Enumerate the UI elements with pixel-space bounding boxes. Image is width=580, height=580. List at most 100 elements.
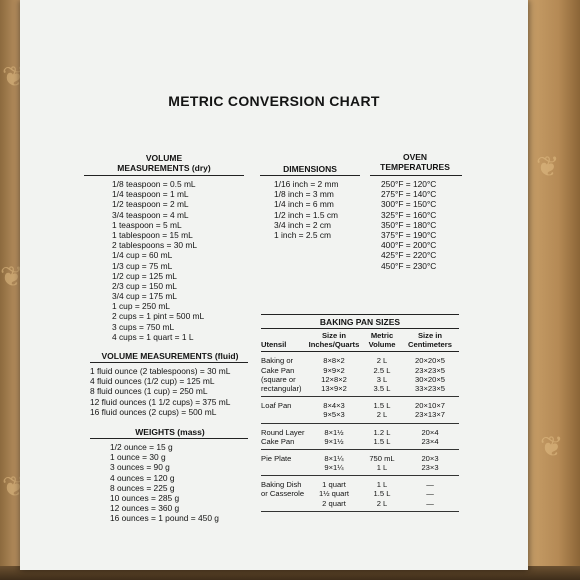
list-item: 275°F = 140°C: [381, 189, 437, 200]
pan-cm-cell: 20×10×7 23×13×7: [401, 397, 459, 422]
list-item: 1 inch = 2.5 cm: [274, 229, 332, 240]
table-header-row: Utensil Size in Inches/Quarts Metric Volum…: [261, 331, 459, 349]
list-item: 1/2 teaspoon = 2 mL: [112, 199, 189, 210]
weights-heading: WEIGHTS (mass): [135, 427, 205, 437]
volume-dry-heading-line1: VOLUME: [145, 153, 183, 163]
pan-size-cell: 1 quart 1½ quart 2 quart: [305, 476, 363, 510]
dimensions-heading: DIMENSIONS: [283, 164, 337, 174]
col-header-metric-volume: Metric Volume: [368, 331, 396, 350]
page-title: METRIC CONVERSION CHART: [168, 93, 380, 109]
divider: [84, 175, 244, 176]
list-item: 2 tablespoons = 30 mL: [112, 240, 197, 251]
list-item: 2/3 cup = 150 mL: [112, 280, 177, 291]
pan-utensil-cell: Baking Dish or Casserole: [261, 476, 305, 510]
pan-metric-cell: 1.2 L 1.5 L: [363, 423, 401, 448]
list-item: 1/3 cup = 75 mL: [112, 260, 173, 271]
list-item: 325°F = 160°C: [381, 209, 437, 220]
list-item: 1/2 cup = 125 mL: [112, 270, 177, 281]
list-item: 350°F = 180°C: [381, 219, 437, 230]
table-cell-line: 1.5 L: [373, 436, 391, 446]
baking-pan-table: Utensil Size in Inches/Quarts Metric Volum…: [261, 331, 459, 512]
table-cell-line: 9×1½: [324, 436, 344, 446]
list-item: 10 ounces = 285 g: [110, 492, 180, 503]
pan-utensil-cell: Round Layer Cake Pan: [261, 423, 305, 448]
pan-cm-cell: 20×20×5 23×23×5 30×20×5 33×23×5: [401, 352, 459, 395]
table-cell-line: 2 L: [376, 356, 388, 366]
pan-utensil-cell: Baking or Cake Pan (square or rectangular): [261, 352, 305, 395]
list-item: 8 ounces = 225 g: [110, 482, 175, 493]
table-cell-line: rectangular): [261, 383, 302, 393]
table-cell-line: 9×5×3: [323, 410, 345, 420]
table-row: Round Layer Cake Pan 8×1½ 9×1½ 1.2 L 1.5 L 20×…: [261, 423, 459, 448]
list-item: 300°F = 150°C: [381, 199, 437, 210]
countertop-right: [526, 0, 580, 580]
leaf-decoration-icon: ❦: [536, 150, 560, 183]
table-cell-line: 12×8×2: [321, 374, 347, 384]
list-item: 2 cups = 1 pint = 500 mL: [112, 311, 205, 322]
table-cell-line: 9×1¼: [324, 463, 344, 473]
table-cell-line: 2 L: [376, 410, 388, 420]
divider: [261, 328, 459, 329]
list-item: 1 cup = 250 mL: [112, 301, 170, 312]
row-divider: [261, 509, 459, 512]
table-cell-line: 23×23×5: [415, 365, 445, 375]
table-cell-line: 23×3: [421, 463, 439, 473]
volume-dry-list: 1/8 teaspoon = 0.5 mL 1/4 teaspoon = 1 mL…: [112, 179, 204, 342]
list-item: 4 ounces = 120 g: [110, 472, 175, 483]
table-cell-line: 1½ quart: [319, 489, 349, 499]
leaf-decoration-icon: ❦: [2, 60, 26, 93]
volume-fluid-heading: VOLUME MEASUREMENTS (fluid): [101, 351, 239, 361]
table-cell-line: 23×4: [421, 436, 439, 446]
table-row: Baking Dish or Casserole 1 quart 1½ quart 2 …: [261, 476, 459, 510]
table-cell-line: 1.5 L: [373, 489, 391, 499]
divider: [260, 175, 360, 176]
table-cell-line: 1.2 L: [373, 427, 391, 437]
pan-utensil-cell: Pie Plate: [261, 449, 305, 474]
list-item: 3/4 cup = 175 mL: [112, 291, 177, 302]
table-cell-line: 1 quart: [322, 480, 346, 490]
pan-metric-cell: 750 mL 1 L: [363, 449, 401, 474]
table-cell-line: 750 mL: [369, 453, 395, 463]
divider: [90, 438, 248, 439]
table-cell-line: 33×23×5: [415, 383, 445, 393]
list-item: 1/4 teaspoon = 1 mL: [112, 189, 189, 200]
table-cell-line: —: [426, 498, 434, 508]
table-cell-line: 20×4: [421, 427, 439, 437]
table-cell-line: (square or: [261, 374, 296, 384]
oven-heading: OVEN TEMPERATURES: [370, 152, 460, 172]
table-cell-line: Baking or: [261, 356, 294, 366]
list-item: 1 fluid ounce (2 tablespoons) = 30 mL: [90, 366, 231, 376]
volume-fluid-list: 1 fluid ounce (2 tablespoons) = 30 mL 4 f…: [90, 366, 230, 417]
conversion-card: METRIC CONVERSION CHART VOLUME MEASUREME…: [20, 0, 528, 570]
list-item: 1/4 inch = 6 mm: [274, 199, 334, 210]
pan-size-cell: 8×1½ 9×1½: [305, 423, 363, 448]
volume-dry-heading-line2: MEASUREMENTS (dry): [117, 163, 211, 173]
list-item: 3/4 teaspoon = 4 mL: [112, 209, 189, 220]
pan-cm-cell: — — —: [401, 476, 459, 510]
table-cell-line: Cake Pan: [261, 365, 295, 375]
table-cell-line: —: [426, 489, 434, 499]
pan-size-cell: 8×4×3 9×5×3: [305, 397, 363, 422]
divider: [261, 314, 459, 315]
list-item: 3 ounces = 90 g: [110, 462, 170, 473]
table-row: Baking or Cake Pan (square or rectangular) 8…: [261, 352, 459, 395]
list-item: 1 ounce = 30 g: [110, 452, 166, 463]
list-item: 1/2 ounce = 15 g: [110, 442, 173, 452]
table-cell-line: 20×10×7: [415, 401, 445, 411]
list-item: 1/4 cup = 60 mL: [112, 250, 173, 261]
pan-cm-cell: 20×4 23×4: [401, 423, 459, 448]
pan-size-cell: 8×8×2 9×9×2 12×8×2 13×9×2: [305, 352, 363, 395]
table-cell-line: Cake Pan: [261, 436, 295, 446]
table-cell-line: Loaf Pan: [261, 401, 292, 411]
leaf-decoration-icon: ❦: [2, 470, 26, 503]
divider: [370, 175, 462, 176]
table-cell-line: 1 L: [376, 480, 388, 490]
table-cell-line: 8×8×2: [323, 356, 345, 366]
table-cell-line: 20×20×5: [415, 356, 445, 366]
volume-dry-heading: VOLUME MEASUREMENTS (dry): [84, 153, 244, 173]
table-cell-line: 2 quart: [322, 498, 346, 508]
row-divider: [261, 447, 459, 450]
